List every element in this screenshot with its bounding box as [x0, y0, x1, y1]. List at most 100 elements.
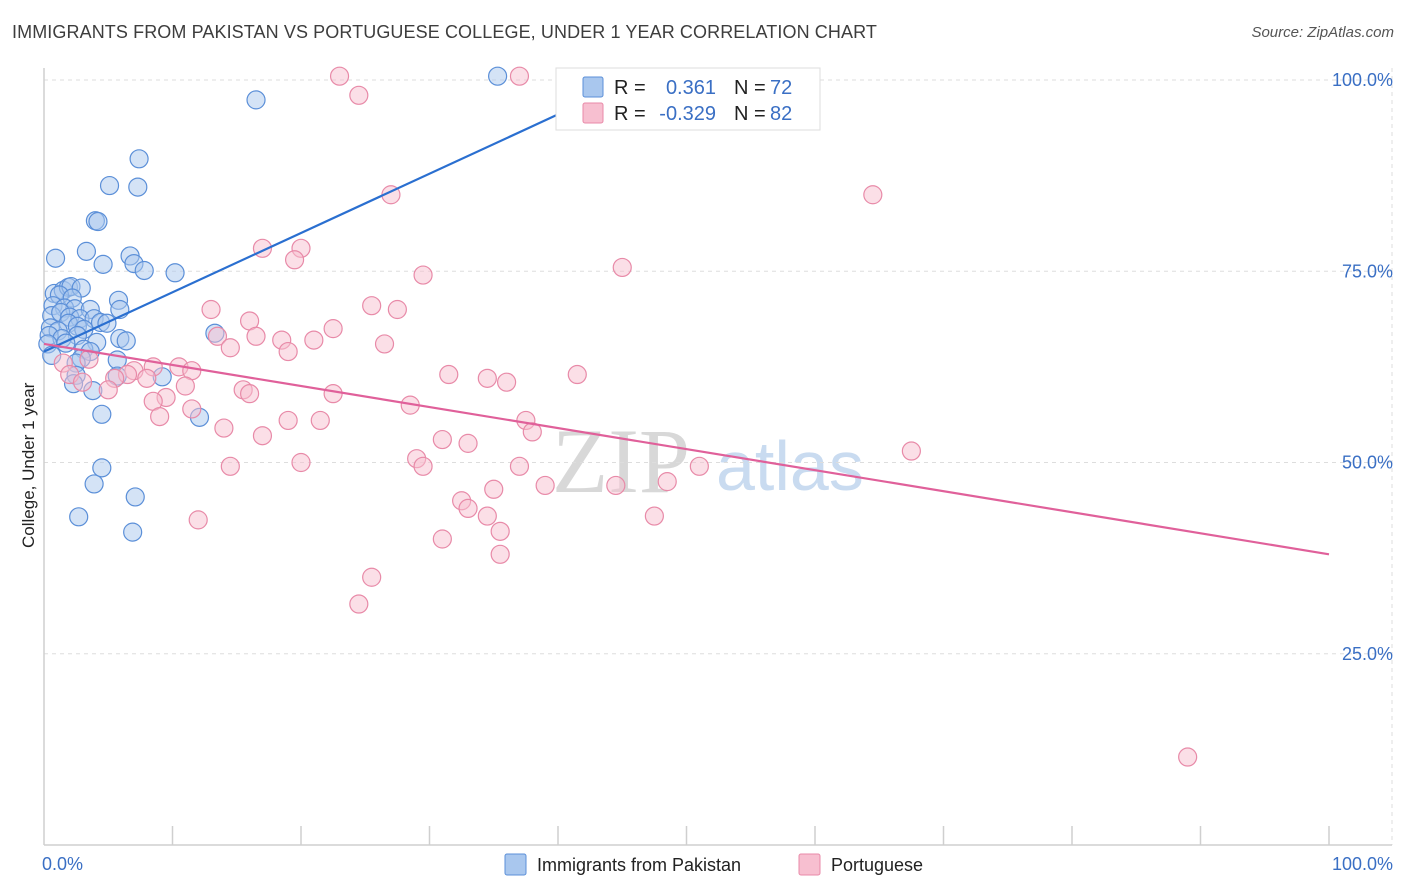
- point-portuguese-52: [432, 429, 452, 450]
- point-portuguese-36: [567, 364, 587, 385]
- y-tick-label-75: 75.0%: [1342, 261, 1393, 281]
- data-points: [38, 66, 1198, 767]
- x-tick-label-max: 100.0%: [1332, 854, 1393, 874]
- axes: 25.0% 50.0% 75.0% 100.0%: [43, 68, 1393, 846]
- point-portuguese-18: [304, 330, 324, 350]
- point-portuguese-47: [278, 410, 298, 431]
- trend-line-pakistan: [43, 113, 559, 353]
- point-portuguese-59: [413, 456, 433, 476]
- point-portuguese-32: [72, 372, 93, 392]
- point-portuguese-62: [657, 472, 677, 492]
- point-portuguese-68: [477, 506, 497, 526]
- point-pakistan-2: [129, 149, 149, 169]
- watermark-zip: ZIP: [552, 410, 690, 512]
- point-portuguese-0: [329, 66, 350, 86]
- point-pakistan-8: [76, 241, 97, 261]
- point-portuguese-44: [182, 399, 202, 419]
- point-pakistan-62: [84, 474, 104, 494]
- y-tick-label-100: 100.0%: [1332, 70, 1393, 90]
- legend-label-pakistan: Immigrants from Pakistan: [537, 855, 741, 875]
- point-portuguese-40: [98, 380, 118, 400]
- point-portuguese-48: [310, 410, 330, 431]
- point-portuguese-54: [252, 426, 273, 446]
- point-pakistan-59: [92, 404, 112, 424]
- point-portuguese-33: [175, 376, 195, 396]
- point-pakistan-47: [116, 331, 136, 351]
- point-portuguese-65: [484, 479, 504, 499]
- stats-r-value-pakistan: 0.361: [666, 77, 716, 99]
- point-pakistan-12: [134, 260, 154, 281]
- point-pakistan-65: [123, 522, 143, 542]
- trend-line-portuguese: [43, 342, 1330, 556]
- point-portuguese-69: [644, 506, 664, 526]
- stats-r-value-portuguese: -0.329: [659, 103, 716, 125]
- point-pakistan-7: [45, 248, 66, 268]
- point-pakistan-1: [246, 90, 266, 110]
- point-pakistan-10: [93, 254, 113, 274]
- point-pakistan-3: [99, 175, 120, 196]
- point-portuguese-60: [689, 456, 709, 476]
- point-portuguese-53: [458, 433, 478, 453]
- point-pakistan-63: [125, 487, 145, 507]
- chart-title: IMMIGRANTS FROM PAKISTAN VS PORTUGUESE C…: [12, 22, 877, 42]
- point-portuguese-42: [323, 384, 343, 404]
- series-legend: Immigrants from Pakistan Portuguese: [504, 853, 923, 876]
- y-axis-title: College, Under 1 year: [19, 382, 38, 548]
- point-portuguese-7: [284, 250, 305, 270]
- stats-n-value-pakistan: 72: [770, 77, 792, 99]
- point-portuguese-61: [509, 456, 530, 476]
- point-portuguese-34: [439, 364, 459, 385]
- point-pakistan-64: [69, 507, 89, 527]
- point-portuguese-31: [137, 368, 157, 388]
- point-portuguese-1: [509, 66, 530, 86]
- point-portuguese-73: [490, 544, 510, 564]
- point-portuguese-20: [220, 338, 240, 358]
- point-pakistan-13: [165, 263, 185, 283]
- y-tick-label-25: 25.0%: [1342, 644, 1393, 664]
- point-portuguese-50: [214, 418, 234, 438]
- stats-legend-swatch-pakistan: [582, 76, 604, 98]
- point-pakistan-61: [92, 458, 112, 478]
- point-portuguese-21: [278, 341, 298, 362]
- point-portuguese-14: [323, 319, 343, 339]
- point-portuguese-11: [201, 299, 221, 320]
- point-portuguese-19: [374, 334, 395, 354]
- legend-label-portuguese: Portuguese: [831, 855, 923, 875]
- point-portuguese-63: [535, 475, 555, 496]
- point-portuguese-57: [291, 452, 311, 473]
- legend-swatch-portuguese: [798, 853, 821, 876]
- stats-legend: R = 0.361 N = 72 R = -0.329 N = 82: [555, 67, 821, 131]
- legend-swatch-pakistan: [504, 853, 527, 876]
- stats-legend-swatch-portuguese: [582, 102, 604, 124]
- point-portuguese-70: [188, 510, 208, 530]
- point-portuguese-39: [240, 384, 260, 404]
- point-portuguese-9: [413, 265, 433, 285]
- stats-n-label-pakistan: N =: [734, 77, 766, 99]
- point-portuguese-76: [1178, 747, 1198, 767]
- source-credit: Source: ZipAtlas.com: [1251, 24, 1394, 41]
- y-tick-label-50: 50.0%: [1342, 453, 1393, 473]
- point-portuguese-8: [612, 257, 632, 278]
- point-portuguese-46: [150, 407, 170, 427]
- point-portuguese-2: [349, 85, 369, 105]
- stats-n-label-portuguese: N =: [734, 103, 766, 125]
- stats-r-label-portuguese: R =: [614, 103, 646, 125]
- point-portuguese-64: [606, 475, 626, 496]
- point-portuguese-37: [497, 372, 517, 392]
- point-pakistan-6: [88, 211, 108, 232]
- point-pakistan-0: [488, 66, 508, 86]
- x-tick-label-min: 0.0%: [42, 854, 83, 874]
- point-portuguese-67: [458, 498, 478, 518]
- stats-n-value-portuguese: 82: [770, 103, 792, 125]
- point-portuguese-4: [863, 185, 883, 205]
- point-portuguese-74: [362, 567, 382, 587]
- trend-lines: [43, 113, 1330, 556]
- point-portuguese-35: [477, 368, 497, 388]
- point-portuguese-16: [207, 326, 228, 346]
- point-pakistan-4: [128, 177, 148, 197]
- point-portuguese-71: [490, 521, 510, 541]
- point-portuguese-75: [349, 594, 369, 614]
- point-portuguese-55: [901, 441, 921, 461]
- point-portuguese-72: [432, 529, 452, 549]
